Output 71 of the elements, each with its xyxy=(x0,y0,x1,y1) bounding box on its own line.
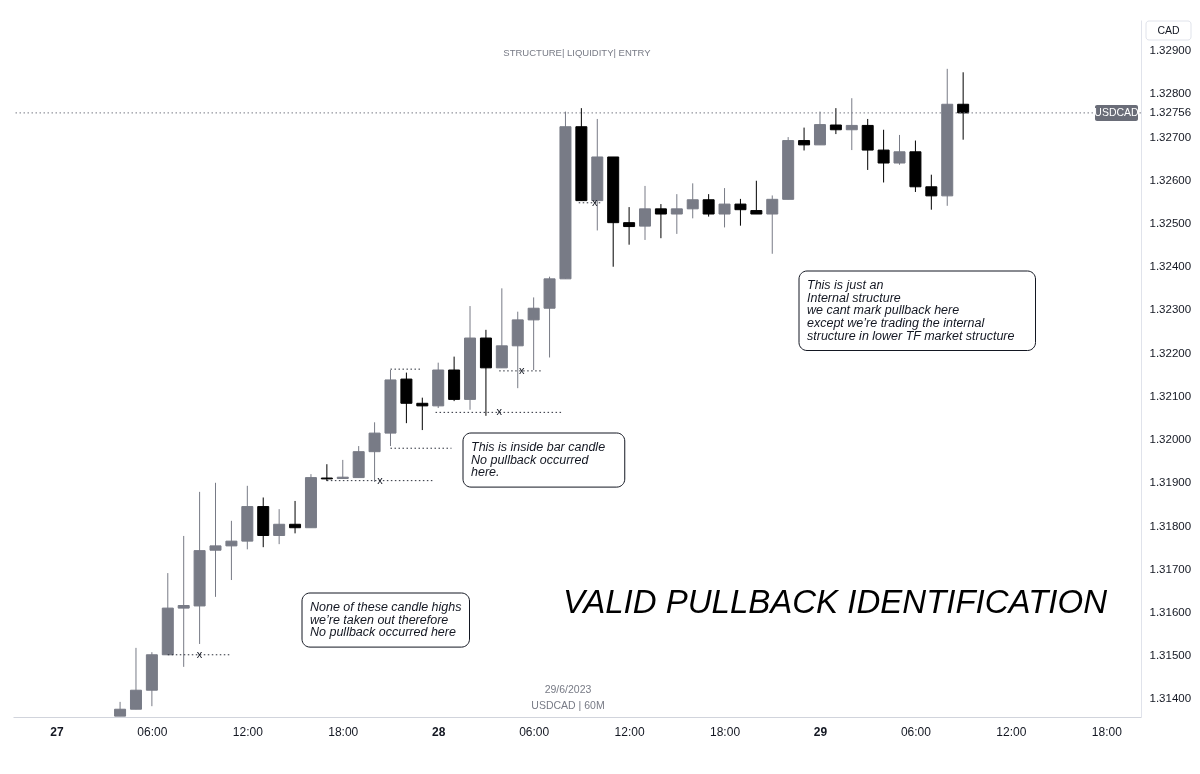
annotation: 29/6/2023 xyxy=(544,683,592,695)
annotation: USDCAD | 60M xyxy=(531,699,605,711)
y-tick-label: 1.32200 xyxy=(1149,346,1192,359)
y-tick-label: 1.31700 xyxy=(1149,562,1192,575)
candlestick xyxy=(527,296,540,371)
annotation: This is inside bar candle No pullback occurred here. xyxy=(471,440,606,480)
candlestick xyxy=(734,198,747,227)
candlestick xyxy=(957,71,970,141)
candlestick xyxy=(670,193,683,235)
x-tick-label: 18:00 xyxy=(328,724,359,739)
candlestick xyxy=(623,206,636,246)
candlestick xyxy=(925,174,938,211)
y-tick-label: 1.32300 xyxy=(1149,303,1192,316)
x-tick-label: 06:00 xyxy=(137,724,168,739)
candlestick xyxy=(702,193,715,218)
x-tick-label: 06:00 xyxy=(900,724,932,739)
y-tick-label: 1.32900 xyxy=(1149,44,1192,57)
annotation: x xyxy=(196,647,203,660)
candlestick xyxy=(750,180,763,215)
candlestick xyxy=(129,647,142,710)
candlestick xyxy=(877,129,890,183)
x-tick-label: 29 xyxy=(813,724,828,739)
candlestick xyxy=(209,482,222,598)
y-tick-label: 1.31900 xyxy=(1149,476,1192,489)
candlestick xyxy=(829,107,842,135)
x-tick-label: 28 xyxy=(432,724,446,739)
annotation: x xyxy=(377,473,384,486)
x-tick-label: 18:00 xyxy=(710,724,741,739)
y-tick-label: 1.32400 xyxy=(1149,260,1192,273)
y-tick-label: 1.32600 xyxy=(1149,173,1192,186)
x-tick-label: 06:00 xyxy=(519,724,550,739)
annotation: x xyxy=(591,195,598,208)
x-tick-label: 12:00 xyxy=(614,724,645,739)
y-tick-label: 1.32100 xyxy=(1149,389,1192,402)
y-tick-label: 1.31400 xyxy=(1149,692,1192,705)
annotation: None of these candle highs we’re taken out therefore No pullback occurred here xyxy=(310,600,462,640)
candlestick xyxy=(639,185,651,241)
annotation: x xyxy=(518,363,525,376)
y-tick-label: 1.31800 xyxy=(1149,519,1192,532)
candlestick xyxy=(368,421,381,483)
y-tick-label: 1.32756 xyxy=(1149,106,1192,119)
y-tick-label: 1.32000 xyxy=(1149,433,1192,446)
candlestick xyxy=(320,463,333,482)
candlestick xyxy=(225,520,238,581)
y-tick-label: 1.31500 xyxy=(1149,649,1192,662)
annotation: x xyxy=(496,405,503,418)
y-axis-title: CAD xyxy=(1157,23,1180,36)
x-tick-label: 18:00 xyxy=(1091,724,1123,739)
y-tick-label: 1.32500 xyxy=(1149,217,1192,230)
annotation: This is just an Internal structure we cant mark pullback here except we’re trading the internal structure in lower TF market structure xyxy=(807,278,1015,343)
candlestick xyxy=(273,508,286,545)
candlestick xyxy=(289,500,302,534)
candlestick xyxy=(686,182,699,219)
candlestick xyxy=(718,187,731,228)
candlestick xyxy=(654,203,667,239)
x-tick-label: 12:00 xyxy=(232,724,264,739)
candlestick xyxy=(766,194,779,255)
text: STRUCTURE| LIQUIDITY| ENTRY xyxy=(503,47,652,58)
y-tick-label: 1.31600 xyxy=(1149,605,1192,618)
candlestick xyxy=(177,535,190,668)
x-tick-label: 12:00 xyxy=(996,724,1027,739)
y-tick-label: 1.32700 xyxy=(1149,130,1192,143)
candlestick xyxy=(416,397,429,431)
candlestick xyxy=(495,287,508,369)
candlestick xyxy=(114,701,127,717)
ref-line-label: USDCAD xyxy=(1094,105,1140,118)
candlestick xyxy=(893,134,906,166)
x-tick-label: 27 xyxy=(50,724,64,739)
candlestick xyxy=(798,127,811,151)
y-tick-label: 1.32800 xyxy=(1149,87,1192,100)
annotation: VALID PULLBACK IDENTIFICATION xyxy=(562,583,1108,620)
